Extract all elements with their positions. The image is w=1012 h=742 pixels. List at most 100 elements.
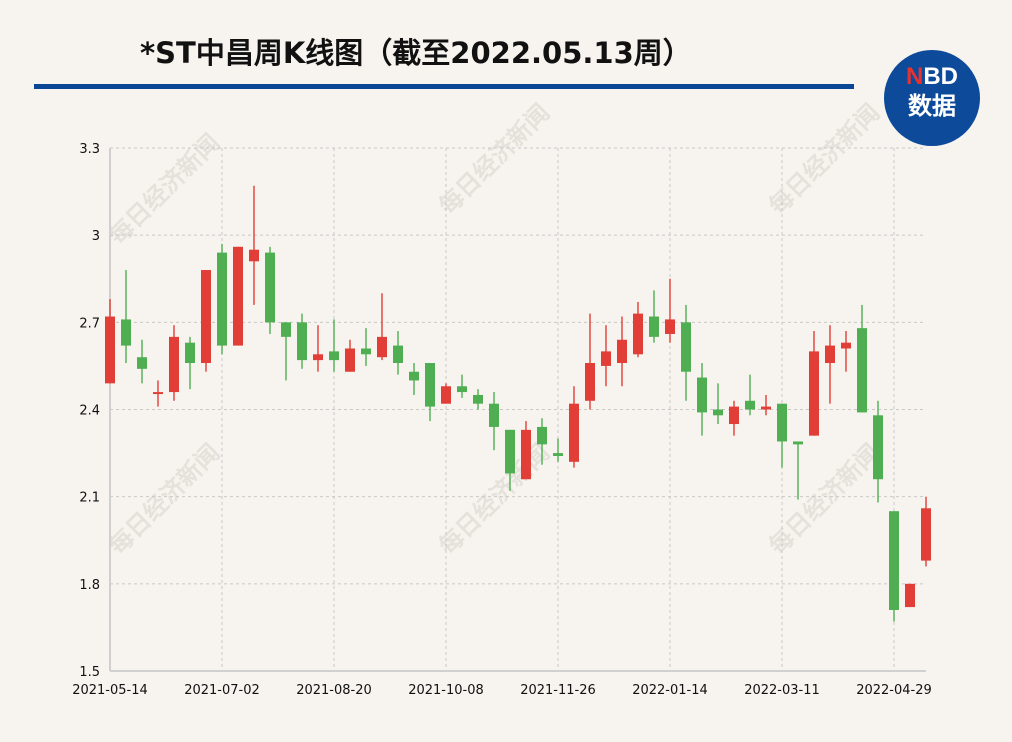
x-tick-label: 2021-07-02 xyxy=(184,683,260,698)
candle xyxy=(201,270,211,372)
candle-body xyxy=(841,342,851,349)
candle-body xyxy=(169,336,179,393)
candle xyxy=(441,383,451,404)
candle xyxy=(281,322,291,381)
candle xyxy=(377,293,387,361)
candle-body xyxy=(361,348,371,355)
candle-body xyxy=(681,322,691,372)
candle-body xyxy=(297,322,307,361)
candle xyxy=(313,325,323,372)
candle-body xyxy=(809,351,819,436)
candle-body xyxy=(857,328,867,413)
candle-body xyxy=(105,316,115,384)
title-underline xyxy=(34,84,854,89)
candle xyxy=(489,392,499,451)
candle-body xyxy=(521,429,531,480)
chart-title: *ST中昌周K线图（截至2022.05.13周） xyxy=(140,36,692,70)
watermark-text: 每日经济新闻 xyxy=(103,438,225,560)
candle-body xyxy=(137,357,147,369)
candle-body xyxy=(713,409,723,416)
axes: 1.5 1.8 2.1 2.4 2.7 3 3.3 2021-05-14 2021-07-02 2… xyxy=(72,142,932,698)
candle-body xyxy=(745,400,755,410)
x-tick-label: 2021-08-20 xyxy=(296,683,372,698)
candle-body xyxy=(649,316,659,337)
y-tick-label: 3.3 xyxy=(79,142,100,157)
candle-body xyxy=(153,392,163,395)
candle xyxy=(345,339,355,372)
y-tick-label: 2.4 xyxy=(79,404,100,419)
candle xyxy=(537,418,547,465)
candle xyxy=(649,290,659,343)
candle xyxy=(921,496,931,567)
watermark-text: 每日经济新闻 xyxy=(763,98,885,220)
candle xyxy=(393,331,403,375)
candle-body xyxy=(377,336,387,358)
candle-body xyxy=(505,429,515,474)
candle xyxy=(249,185,259,305)
candle-body xyxy=(553,453,563,456)
candle-body xyxy=(905,583,915,608)
candle xyxy=(137,339,147,384)
y-tick-label: 2.7 xyxy=(79,316,100,331)
candle xyxy=(633,301,643,358)
candle-body xyxy=(873,415,883,480)
candle-body xyxy=(457,386,467,393)
logo-nbd-text: NBD xyxy=(905,63,958,90)
candle-body xyxy=(761,406,771,410)
candle xyxy=(809,331,819,436)
candle xyxy=(425,363,435,422)
watermark-text: 每日经济新闻 xyxy=(103,128,225,250)
candle-body xyxy=(889,511,899,610)
candle xyxy=(569,386,579,468)
candle-body xyxy=(473,394,483,404)
logo-data-text: 数据 xyxy=(908,92,956,120)
candle xyxy=(857,304,867,413)
candle xyxy=(473,389,483,410)
x-tick-label: 2021-10-08 xyxy=(408,683,484,698)
candle xyxy=(409,363,419,395)
x-tick-label: 2021-05-14 xyxy=(72,683,148,698)
candle-body xyxy=(633,313,643,355)
candle xyxy=(713,383,723,425)
candle-body xyxy=(441,386,451,404)
candle xyxy=(105,299,115,384)
candle-body xyxy=(201,270,211,364)
candle-body xyxy=(409,371,419,381)
candle-body xyxy=(777,403,787,442)
candle-body xyxy=(697,377,707,413)
candle-body xyxy=(345,348,355,372)
candle xyxy=(681,304,691,401)
candle-body xyxy=(489,403,499,427)
candle xyxy=(889,511,899,622)
candle xyxy=(905,583,915,608)
candle xyxy=(457,374,467,398)
candle-body xyxy=(585,363,595,401)
y-tick-label: 3 xyxy=(92,229,100,244)
candle-body xyxy=(665,319,675,334)
y-tick-label: 2.1 xyxy=(79,491,100,506)
candle xyxy=(121,270,131,364)
candle-body xyxy=(601,351,611,366)
candle-body xyxy=(793,441,803,445)
candle-body xyxy=(313,354,323,361)
grid-lines xyxy=(110,147,926,671)
nbd-data-logo: NBD 数据 xyxy=(884,50,980,146)
candle xyxy=(873,400,883,503)
candle xyxy=(841,331,851,372)
candle xyxy=(553,438,563,462)
candle xyxy=(729,400,739,436)
candle-body xyxy=(233,246,243,346)
candle-body xyxy=(617,339,627,364)
candle xyxy=(169,325,179,401)
candle-body xyxy=(425,363,435,407)
watermark-text: 每日经济新闻 xyxy=(433,438,555,560)
candle-body xyxy=(729,406,739,425)
candle xyxy=(793,441,803,500)
candle-body xyxy=(537,426,547,445)
candle xyxy=(153,380,163,407)
candle-body xyxy=(329,351,339,361)
candle-body xyxy=(393,345,403,364)
y-tick-label: 1.5 xyxy=(79,665,100,680)
candle xyxy=(233,246,243,346)
